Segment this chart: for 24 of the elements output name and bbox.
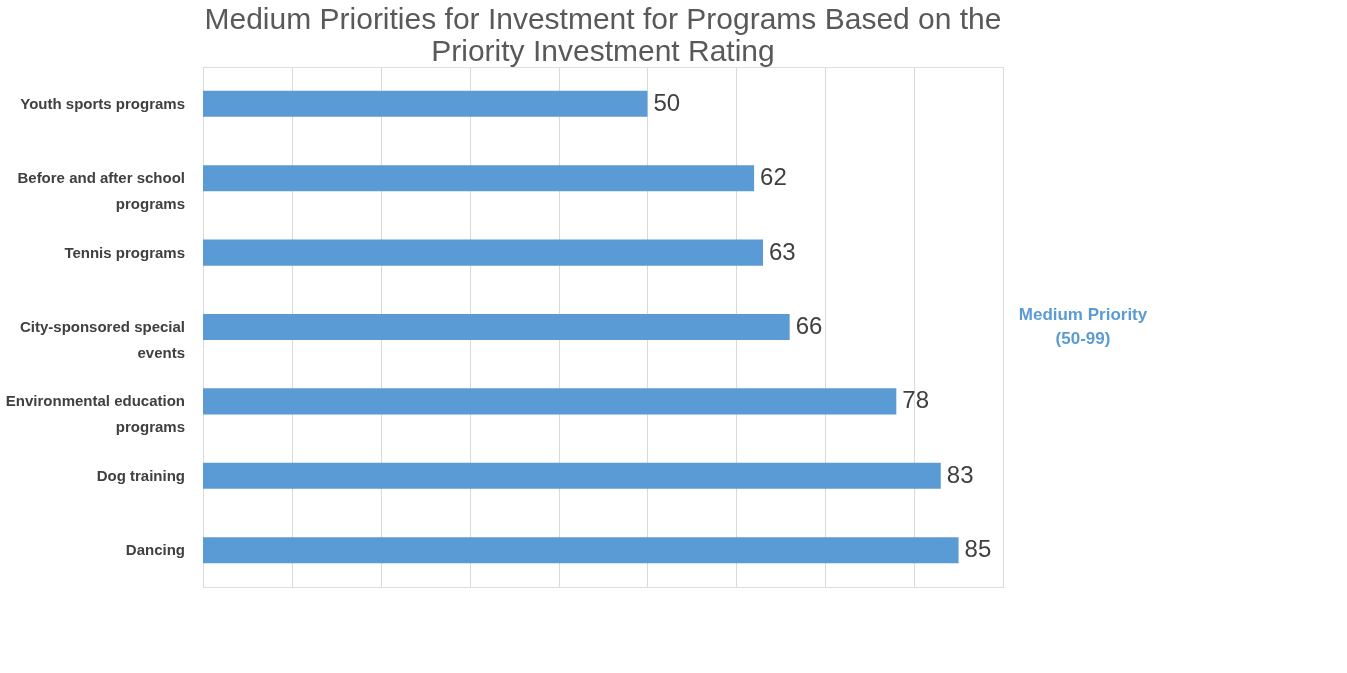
y-tick-label: Dog training bbox=[96, 466, 185, 484]
bar bbox=[203, 537, 959, 564]
bar bbox=[203, 388, 897, 415]
y-tick-label: City-sponsored special events bbox=[19, 318, 185, 361]
bar bbox=[203, 90, 648, 117]
bar bbox=[203, 239, 763, 266]
y-tick-label: Before and after school programs bbox=[17, 169, 185, 213]
data-label: 50 bbox=[653, 89, 681, 117]
text: Medium Priority bbox=[1018, 305, 1148, 324]
bar bbox=[203, 313, 790, 341]
text: (50-99) bbox=[1055, 329, 1111, 348]
y-tick-label: Dancing bbox=[125, 540, 185, 558]
data-label: 83 bbox=[946, 460, 974, 488]
data-label: 66 bbox=[795, 312, 823, 339]
y-tick-label: Environmental education programs bbox=[5, 392, 185, 436]
data-label: 85 bbox=[964, 534, 992, 562]
data-label: 62 bbox=[760, 163, 787, 191]
y-tick-label: Youth sports programs bbox=[20, 95, 185, 113]
y-tick-label: Tennis programs bbox=[64, 243, 185, 261]
bar bbox=[203, 462, 941, 489]
bar bbox=[203, 165, 755, 192]
data-label: 78 bbox=[902, 386, 930, 414]
chart-title: Medium Priorities for Investment for Programs Based on the Priority Investment Rating bbox=[204, 2, 1002, 67]
data-label: 63 bbox=[769, 237, 796, 265]
